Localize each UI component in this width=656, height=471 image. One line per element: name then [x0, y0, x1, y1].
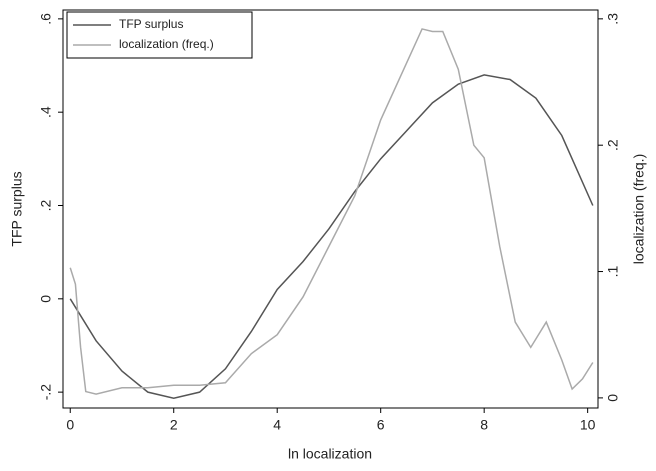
x-axis-title: ln localization: [288, 446, 372, 462]
legend-label: TFP surplus: [119, 17, 183, 31]
x-tick-label: 10: [580, 417, 596, 433]
series-line: [69, 28, 594, 395]
series-line: [69, 74, 594, 399]
legend-box: [66, 11, 253, 59]
y2-tick-label: .3: [605, 13, 621, 25]
y-axis-title: TFP surplus: [9, 171, 25, 246]
x-tick-label: 2: [170, 417, 178, 433]
x-tick-label: 0: [66, 417, 74, 433]
y-tick-label: .6: [38, 13, 54, 25]
x-tick-label: 8: [480, 417, 488, 433]
x-tick-label: 4: [273, 417, 281, 433]
y2-axis-title: localization (freq.): [631, 154, 647, 265]
y-tick-label: 0: [38, 295, 54, 303]
y2-tick-label: 0: [605, 394, 621, 402]
x-tick-label: 6: [377, 417, 385, 433]
y-tick-label: -.2: [38, 384, 54, 401]
y-tick-label: .2: [38, 199, 54, 211]
y2-tick-label: .2: [605, 139, 621, 151]
y-tick-label: .4: [38, 106, 54, 118]
plot-frame: [62, 9, 599, 409]
legend-label: localization (freq.): [119, 37, 214, 51]
y2-tick-label: .1: [605, 265, 621, 277]
